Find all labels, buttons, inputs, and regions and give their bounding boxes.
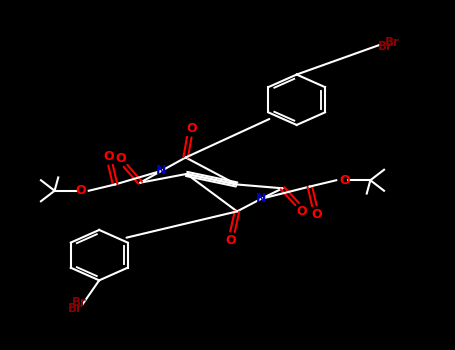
Text: Br: Br	[385, 35, 400, 49]
Text: O: O	[339, 174, 350, 187]
Text: N: N	[157, 164, 167, 177]
Text: Br: Br	[68, 302, 82, 315]
Text: O: O	[75, 184, 86, 197]
Text: O: O	[225, 234, 236, 247]
Text: O: O	[311, 208, 322, 221]
Text: O: O	[296, 205, 307, 218]
Text: Br: Br	[72, 296, 87, 309]
Text: N: N	[256, 192, 266, 205]
Text: O: O	[116, 152, 126, 165]
Text: Br: Br	[378, 40, 393, 53]
Text: O: O	[186, 122, 197, 135]
Text: O: O	[103, 150, 114, 163]
